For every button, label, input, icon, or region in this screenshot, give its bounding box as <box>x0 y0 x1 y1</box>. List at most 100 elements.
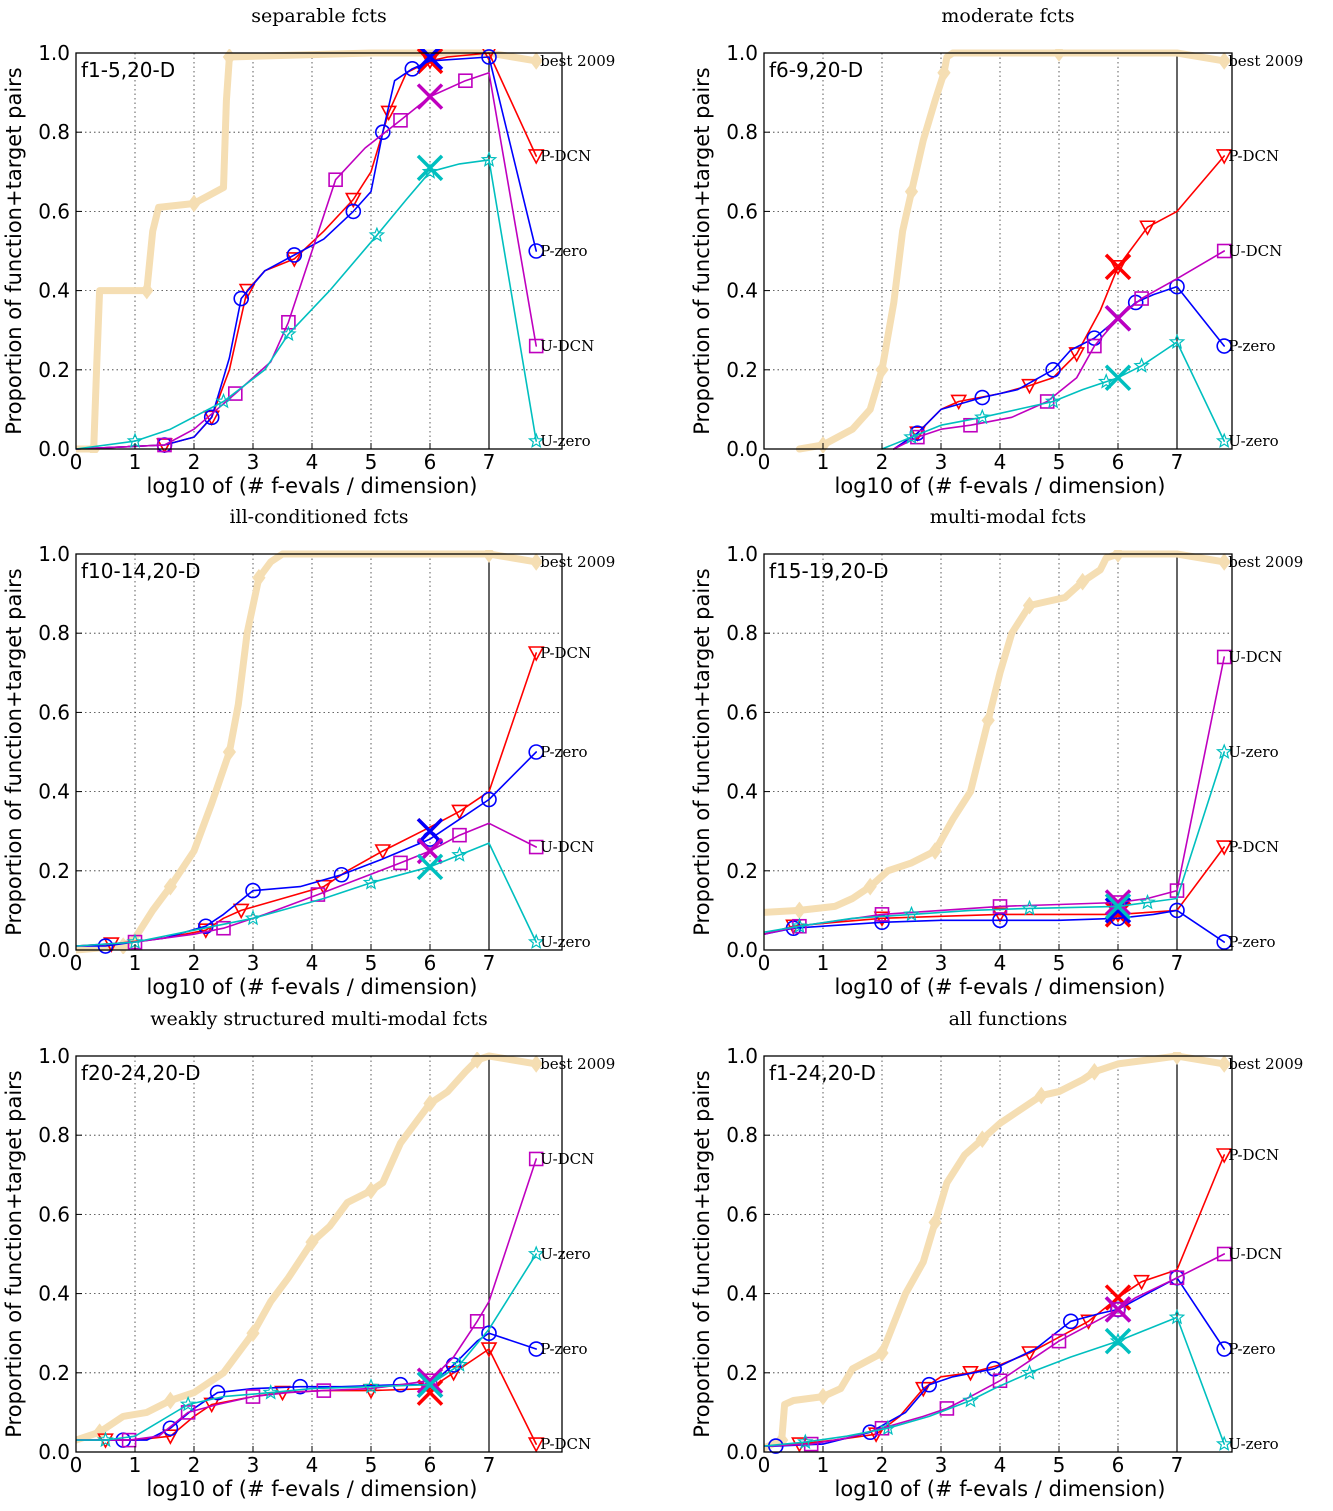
data-point <box>285 252 303 268</box>
data-point <box>162 1420 179 1437</box>
y-tick-label: 0.4 <box>726 279 758 303</box>
x-tick-label: 4 <box>994 951 1007 975</box>
data-point <box>97 1431 114 1448</box>
data-point <box>528 744 545 760</box>
series-line <box>76 52 538 450</box>
x-tick-label: 7 <box>483 450 496 474</box>
y-tick-label: 1.0 <box>726 542 758 566</box>
data-point <box>1139 220 1156 236</box>
data-point <box>374 124 391 140</box>
x-tick-label: 6 <box>424 1453 437 1477</box>
x-tick-label: 0 <box>758 1453 771 1477</box>
cross-marker <box>1104 1296 1132 1323</box>
data-point <box>1169 902 1185 919</box>
data-point <box>393 855 408 871</box>
data-point <box>187 194 201 213</box>
panel-title: moderate fcts <box>941 5 1074 27</box>
data-point <box>1133 357 1150 373</box>
data-point <box>232 903 250 920</box>
cross-marker <box>416 817 444 845</box>
data-point <box>252 568 266 587</box>
series-line <box>76 72 538 450</box>
series-p-dcn <box>76 646 545 953</box>
series-u-zero <box>764 1308 1232 1452</box>
series-line <box>76 822 538 947</box>
data-point <box>1068 347 1086 363</box>
cross-marker <box>416 154 444 182</box>
data-point <box>1170 1052 1184 1065</box>
data-point <box>973 408 991 425</box>
data-point <box>1216 243 1232 259</box>
data-point <box>262 1383 280 1400</box>
x-tick-label: 2 <box>876 450 889 474</box>
x-tick-label: 5 <box>365 450 378 474</box>
x-tick-label: 5 <box>1053 450 1066 474</box>
series-best-2009 <box>76 49 543 453</box>
data-point <box>451 804 468 821</box>
data-point <box>928 1213 942 1232</box>
chart-panel-4: best 2009 P-DCN P-zero U-DCN U-zero 0 1 2 3 4 5 6 7 0… <box>690 506 1303 999</box>
x-axis-label: log10 of (# f-evals / dimension) <box>146 474 477 498</box>
data-point <box>1169 1270 1185 1286</box>
x-tick-label: 4 <box>306 450 319 474</box>
data-point <box>975 1130 989 1148</box>
series-end-label: P-DCN <box>1228 1146 1279 1164</box>
x-tick-label: 3 <box>247 1453 260 1477</box>
data-point <box>1216 934 1232 950</box>
x-tick-label: 3 <box>935 951 948 975</box>
data-point <box>529 52 543 70</box>
axes-frame <box>75 1055 563 1453</box>
y-tick-label: 0.2 <box>726 358 758 382</box>
x-axis-label: log10 of (# f-evals / dimension) <box>834 975 1165 999</box>
x-axis-label: log10 of (# f-evals / dimension) <box>834 1477 1165 1501</box>
data-point <box>1215 840 1232 856</box>
axes-frame <box>763 553 1233 951</box>
series-end-label: best 2009 <box>540 553 615 571</box>
series-line <box>76 842 538 947</box>
data-point <box>333 866 350 883</box>
data-point <box>1097 373 1115 389</box>
data-point <box>1216 649 1232 665</box>
series-p-zero <box>76 49 545 453</box>
series-line <box>764 1316 1225 1447</box>
x-tick-label: 2 <box>188 450 201 474</box>
data-point <box>179 1395 197 1412</box>
data-point <box>963 417 978 433</box>
series-line <box>881 341 1225 450</box>
y-tick-label: 1.0 <box>38 1044 70 1068</box>
series-best-2009 <box>76 550 543 954</box>
x-tick-label: 6 <box>1112 1453 1125 1477</box>
x-tick-label: 2 <box>188 951 201 975</box>
series-end-label: best 2009 <box>1228 553 1303 571</box>
data-point <box>879 1419 897 1436</box>
series-u-zero <box>76 151 545 450</box>
x-tick-label: 6 <box>1112 450 1125 474</box>
data-point <box>328 172 343 188</box>
y-axis-label: Proportion of function+target pairs <box>690 67 714 434</box>
series-end-label: P-DCN <box>540 147 591 165</box>
data-point <box>1139 893 1156 910</box>
data-point <box>1045 361 1061 378</box>
axes-frame <box>75 553 563 951</box>
series-best-2009 <box>764 550 1231 920</box>
data-point <box>1217 1055 1231 1073</box>
data-point <box>992 1373 1008 1389</box>
x-tick-label: 6 <box>424 951 437 975</box>
series-end-label: P-zero <box>1228 1340 1275 1358</box>
x-tick-label: 7 <box>483 951 496 975</box>
x-tick-label: 2 <box>876 951 889 975</box>
y-tick-label: 0.2 <box>726 1361 758 1385</box>
x-tick-label: 0 <box>70 1453 83 1477</box>
series-line <box>764 909 1225 943</box>
series-end-label: U-zero <box>540 1245 590 1263</box>
data-point <box>1063 1313 1079 1330</box>
x-tick-label: 3 <box>247 450 260 474</box>
data-point <box>527 1437 545 1453</box>
series-p-dcn <box>76 1342 545 1453</box>
y-tick-label: 0.4 <box>38 780 70 804</box>
cross-marker <box>1104 1284 1132 1311</box>
series-p-dcn <box>76 49 545 453</box>
data-point <box>528 1341 545 1357</box>
x-tick-label: 4 <box>306 1453 319 1477</box>
x-tick-label: 0 <box>758 450 771 474</box>
